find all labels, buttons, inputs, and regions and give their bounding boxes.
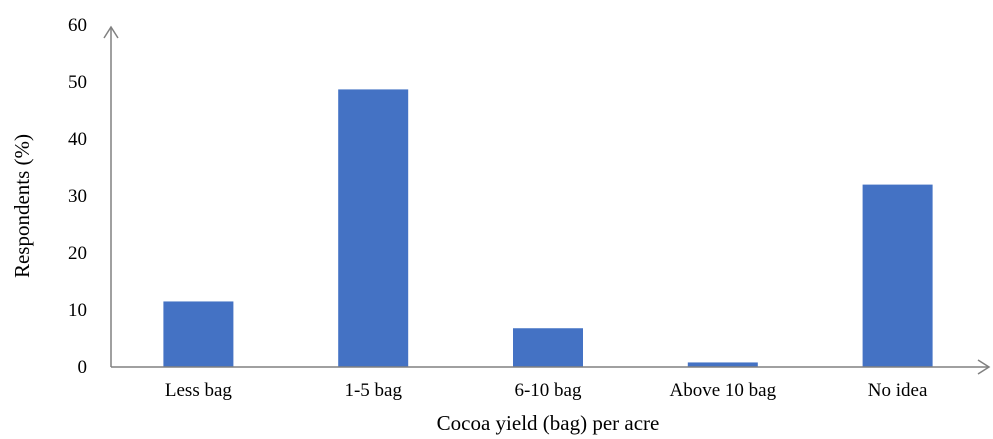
axes: [103, 25, 991, 375]
x-tick-label: Above 10 bag: [670, 380, 777, 401]
x-tick-label: 6-10 bag: [514, 380, 582, 401]
bar-1-5-bag: [338, 89, 409, 367]
x-tick-label: 1-5 bag: [344, 380, 402, 401]
x-tick-label: Less bag: [165, 380, 233, 401]
y-axis-arrow: [103, 25, 119, 39]
y-tick-labels: 0 10 20 30 40 50 60: [68, 15, 87, 378]
bar-above-10-bag: [687, 362, 758, 367]
y-tick-label: 10: [68, 300, 87, 321]
bars: [163, 89, 933, 367]
x-axis-arrow: [977, 359, 991, 375]
y-axis-title: Respondents (%): [10, 134, 34, 278]
x-axis-title: Cocoa yield (bag) per acre: [437, 411, 660, 435]
y-tick-label: 60: [68, 15, 87, 36]
y-tick-label: 0: [78, 357, 88, 378]
x-tick-label: No idea: [868, 380, 928, 401]
x-tick-labels: Less bag 1-5 bag 6-10 bag Above 10 bag No id…: [165, 380, 928, 401]
y-tick-label: 30: [68, 186, 87, 207]
bar-less-bag: [163, 301, 234, 367]
y-tick-label: 50: [68, 72, 87, 93]
y-tick-label: 40: [68, 129, 87, 150]
y-tick-label: 20: [68, 243, 87, 264]
bar-no-idea: [862, 184, 933, 367]
bar-6-10-bag: [513, 328, 583, 367]
